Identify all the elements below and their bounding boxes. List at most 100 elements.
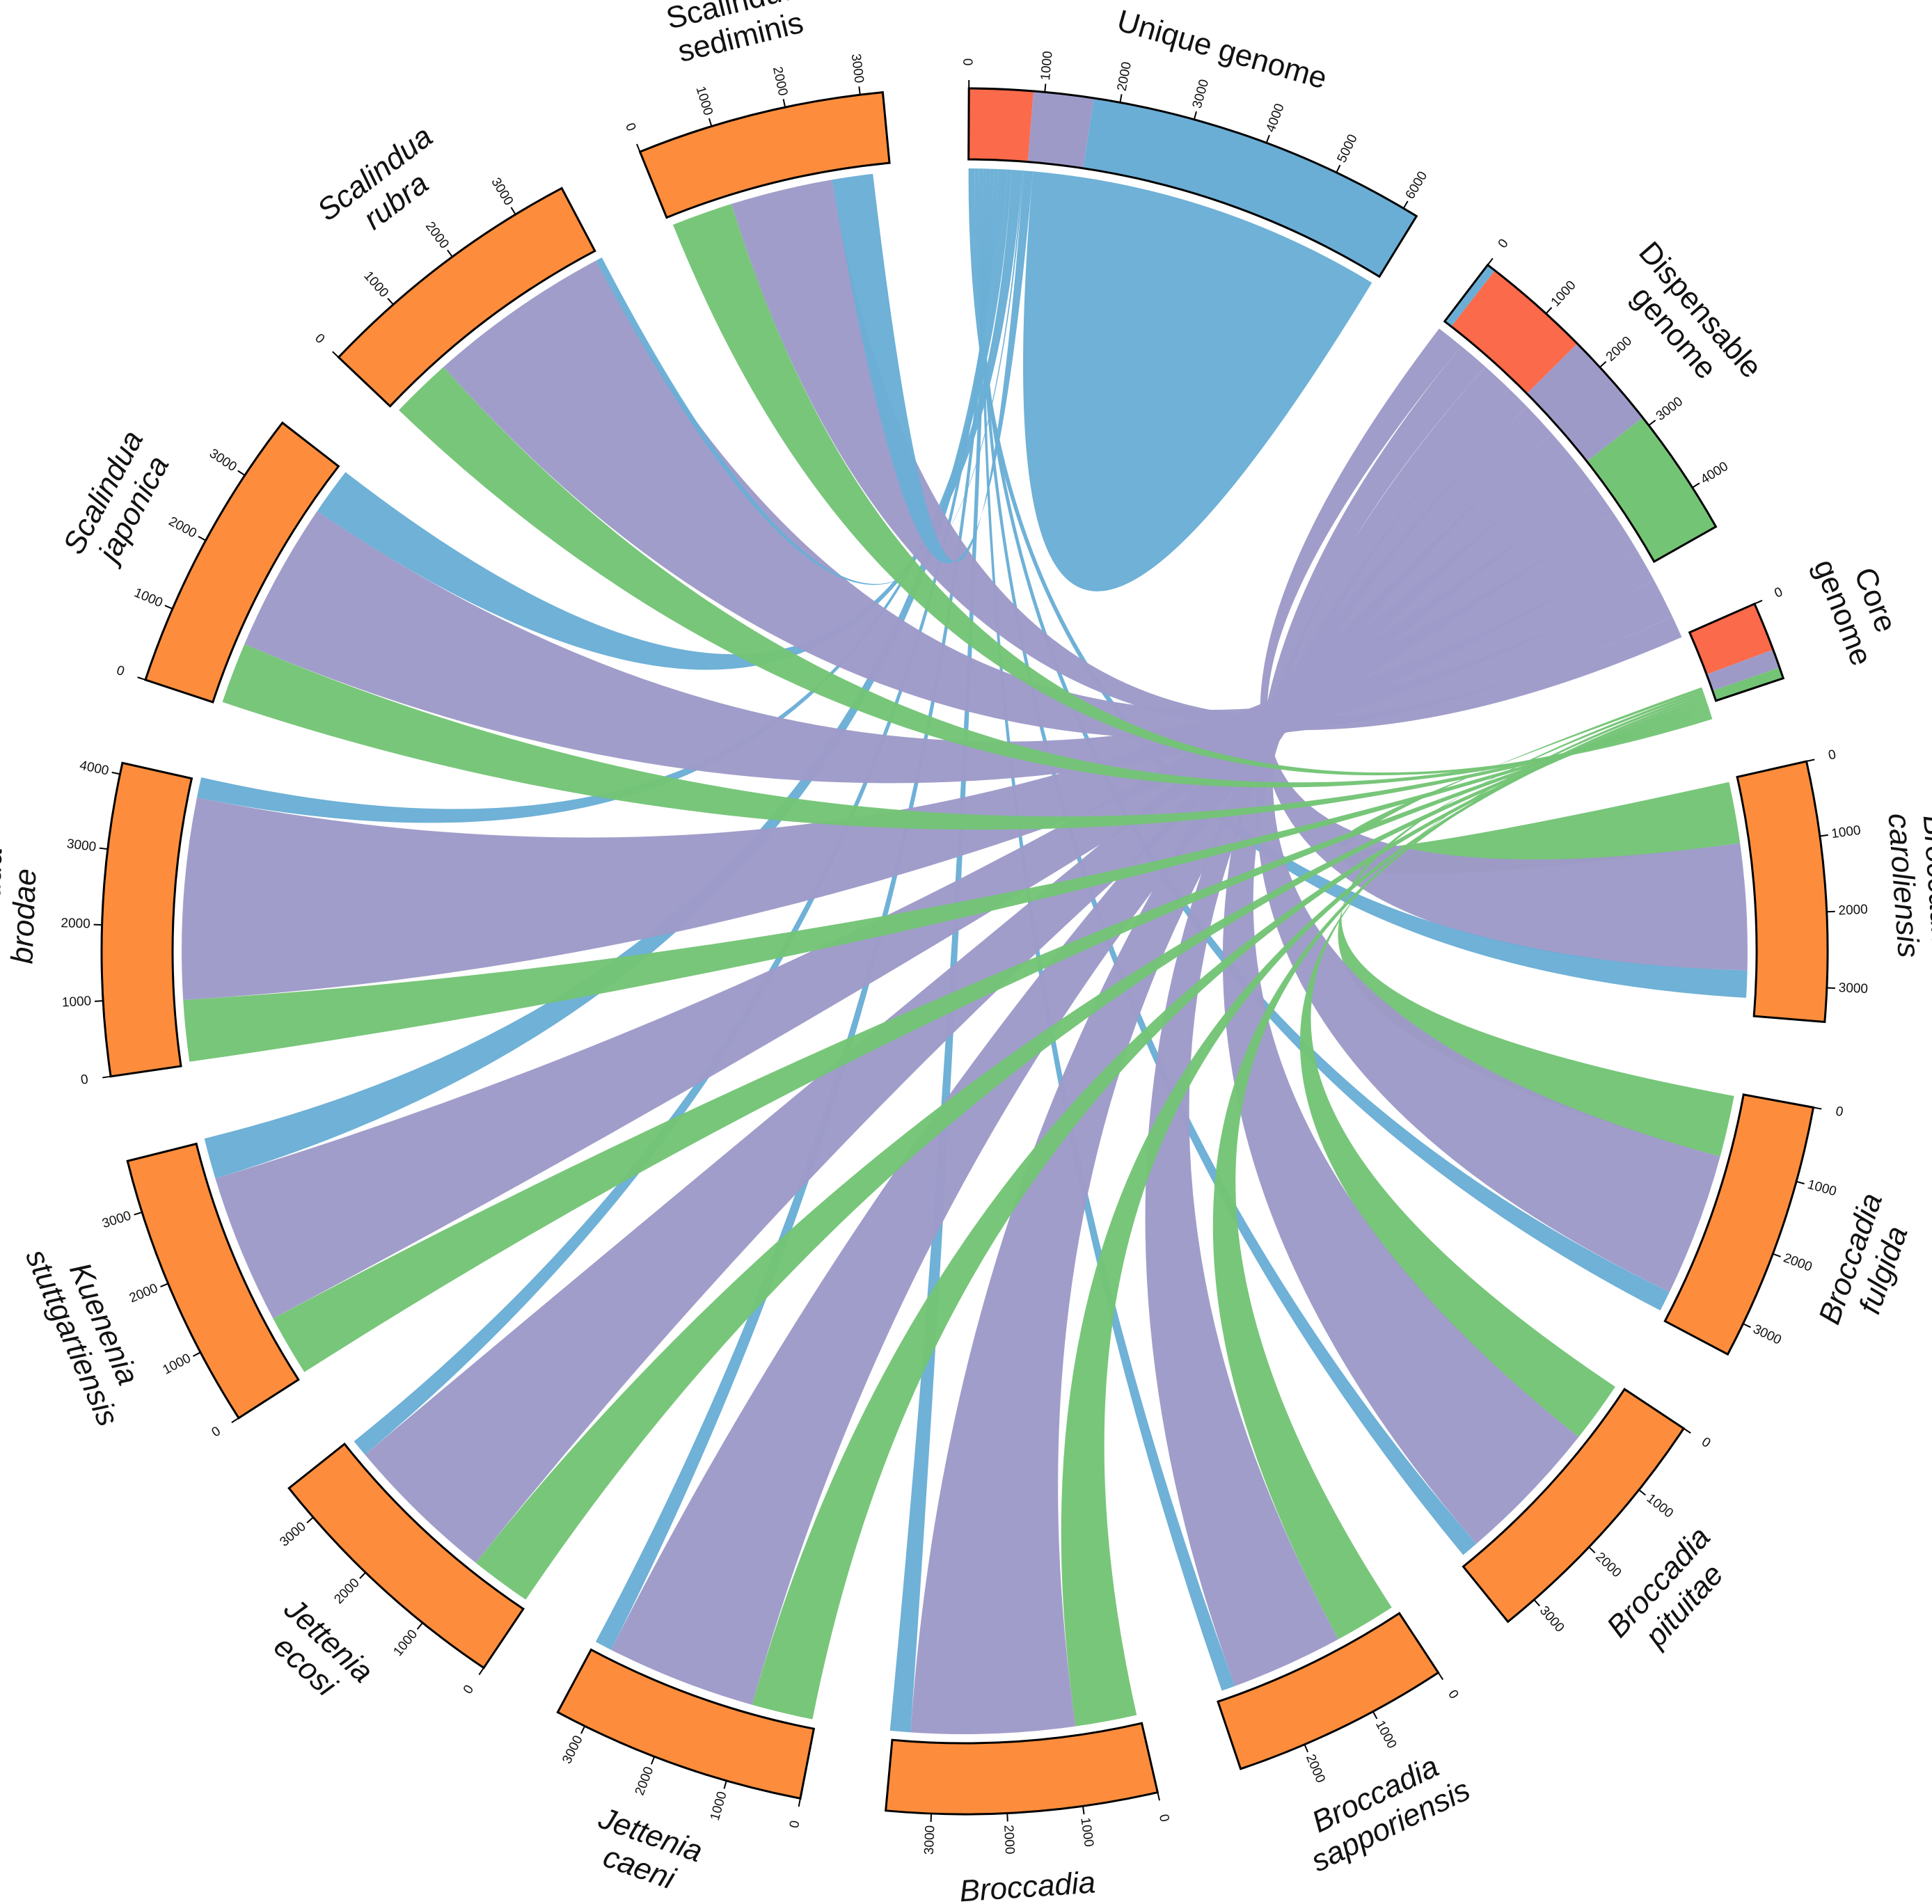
tick-label-j_caeni-0: 0 (787, 1819, 803, 1829)
tick-label-b_fulgida-3000: 3000 (1750, 1322, 1783, 1347)
tick-label-dispensable-0: 0 (1496, 237, 1512, 251)
tick-label-s_rubra-2000: 2000 (422, 219, 452, 251)
tick-k_stuttgartiensis-0 (231, 1417, 239, 1423)
tick-unique-2000 (1119, 94, 1123, 103)
arc-s_japonica (145, 422, 339, 702)
tick-b_caroliensis-0 (1806, 759, 1815, 763)
sector-label-b_fulgida: Broccadiafulgida (1812, 1189, 1922, 1340)
sector-label-b_caroliensis: Broccadiacaroliensis (1882, 809, 1932, 958)
tick-b_caroliensis-1000 (1819, 834, 1828, 837)
ribbon-b_fulgida-dispensable (1256, 346, 1720, 1292)
arc-outline-s_sediminis (638, 90, 891, 219)
tick-label-b_caroliensis-0: 0 (1827, 747, 1837, 763)
ribbon-s_brodae-core (183, 708, 1710, 1062)
tick-b_pituitae-3000 (1533, 1599, 1540, 1607)
tick-label-core-0: 0 (1773, 585, 1785, 601)
arc-core-core-green (1712, 667, 1784, 701)
tick-label-b_sinica-0: 0 (1156, 1813, 1172, 1823)
sector-arcs (100, 87, 1829, 1816)
tick-b_pituitae-2000 (1588, 1546, 1596, 1554)
arc-dispensable-unique (1444, 264, 1495, 327)
tick-dispensable-0 (1487, 257, 1494, 266)
tick-label-s_brodae-4000: 4000 (78, 758, 110, 778)
tick-label-s_sediminis-3000: 3000 (848, 53, 866, 84)
tick-label-j_ecosi-0: 0 (461, 1683, 477, 1697)
tick-label-s_japonica-1000: 1000 (132, 585, 165, 610)
arc-outline-b_fulgida (1663, 1093, 1815, 1356)
tick-label-b_fulgida-1000: 1000 (1806, 1177, 1838, 1200)
tick-label-s_japonica-3000: 3000 (207, 446, 239, 475)
tick-j_caeni-2000 (650, 1756, 656, 1765)
tick-s_japonica-2000 (198, 536, 207, 541)
ribbon-s_sediminis-unique (832, 170, 1034, 564)
tick-b_fulgida-2000 (1772, 1253, 1781, 1258)
tick-k_stuttgartiensis-1000 (192, 1351, 201, 1357)
chord-ribbons (182, 168, 1748, 1735)
tick-j_caeni-0 (798, 1798, 801, 1807)
tick-label-k_stuttgartiensis-1000: 1000 (161, 1351, 193, 1377)
tick-label-s_sediminis-2000: 2000 (770, 65, 790, 97)
tick-label-s_japonica-2000: 2000 (166, 514, 199, 541)
ribbon-s_japonica-core (222, 644, 1711, 830)
tick-core-0 (1754, 599, 1763, 605)
tick-label-unique-0: 0 (961, 58, 976, 66)
sector-label-core: Coregenome (1807, 542, 1912, 670)
sector-label-s_japonica: Scalinduajaponica (56, 425, 180, 576)
sector-label-j_ecosi: Jetteniaecosi (254, 1591, 380, 1715)
tick-dispensable-2000 (1599, 360, 1607, 368)
arc-dispensable-dispensable (1526, 343, 1643, 462)
arc-b_caroliensis (1737, 761, 1828, 1022)
arc-outline-b_caroliensis (1736, 760, 1829, 1024)
tick-b_sinica-2000 (1006, 1813, 1008, 1822)
tick-label-b_sinica-2000: 2000 (1001, 1825, 1017, 1855)
arc-k_stuttgartiensis (127, 1143, 299, 1418)
tick-s_japonica-1000 (164, 605, 173, 610)
ribbon-b_pituitae-dispensable (1222, 366, 1579, 1544)
arc-outline-s_brodae (100, 761, 193, 1078)
sector-label-k_stuttgartiensis: Kueneniastuttgartiensis (19, 1230, 157, 1431)
tick-label-unique-3000: 3000 (1190, 78, 1212, 110)
tick-label-unique-2000: 2000 (1115, 61, 1134, 92)
tick-unique-5000 (1336, 164, 1341, 173)
tick-dispensable-1000 (1545, 307, 1553, 315)
arc-outline-unique (967, 87, 1418, 278)
tick-label-s_sediminis-0: 0 (622, 121, 638, 134)
tick-label-b_sapporiensis-0: 0 (1445, 1688, 1461, 1701)
tick-label-unique-4000: 4000 (1263, 102, 1287, 134)
tick-unique-3000 (1193, 111, 1198, 120)
tick-label-s_rubra-0: 0 (312, 331, 327, 347)
tick-label-b_sapporiensis-1000: 1000 (1372, 1718, 1400, 1751)
arc-outline-j_caeni (556, 1648, 816, 1800)
arc-dispensable-core-green (1587, 418, 1716, 562)
tick-label-s_rubra-3000: 3000 (488, 175, 516, 208)
ribbon-s_brodae-dispensable (182, 513, 1638, 1000)
sector-label-j_caeni: Jetteniacaeni (583, 1800, 707, 1901)
tick-s_sediminis-3000 (858, 86, 861, 95)
sector-label-b_pituitae: Broccadiapituitae (1600, 1520, 1743, 1667)
arc-outline-j_ecosi (287, 1442, 525, 1669)
tick-label-dispensable-2000: 2000 (1604, 334, 1635, 365)
sector-label-s_sediminis: Scalinduasediminis (663, 0, 810, 70)
ribbon-s_rubra-dispensable (443, 260, 1672, 739)
ribbon-unique-self (1023, 171, 1372, 592)
tick-b_sinica-1000 (1082, 1806, 1085, 1815)
ribbon-b_pituitae-unique (979, 168, 1477, 1555)
tick-label-b_fulgida-2000: 2000 (1782, 1251, 1814, 1274)
tick-label-s_brodae-1000: 1000 (61, 994, 91, 1010)
tick-label-unique-6000: 6000 (1403, 169, 1431, 202)
tick-s_sediminis-2000 (782, 99, 786, 108)
ribbon-s_sediminis-dispensable (731, 180, 1682, 731)
arc-dispensable-core (1451, 270, 1578, 394)
arc-j_caeni (557, 1649, 814, 1799)
tick-s_brodae-4000 (111, 771, 120, 775)
tick-label-b_pituitae-3000: 3000 (1537, 1603, 1567, 1635)
tick-s_brodae-0 (102, 1075, 111, 1079)
arc-unique-unique (1083, 97, 1417, 277)
sector-label-line-s_brodae-1: brodae (5, 868, 42, 965)
tick-b_pituitae-1000 (1638, 1489, 1646, 1496)
ribbon-b_caroliensis-core (1340, 687, 1741, 875)
arc-b_sapporiensis (1217, 1613, 1439, 1769)
arc-outline-core (1688, 602, 1785, 702)
arc-b_sinica (885, 1723, 1158, 1814)
